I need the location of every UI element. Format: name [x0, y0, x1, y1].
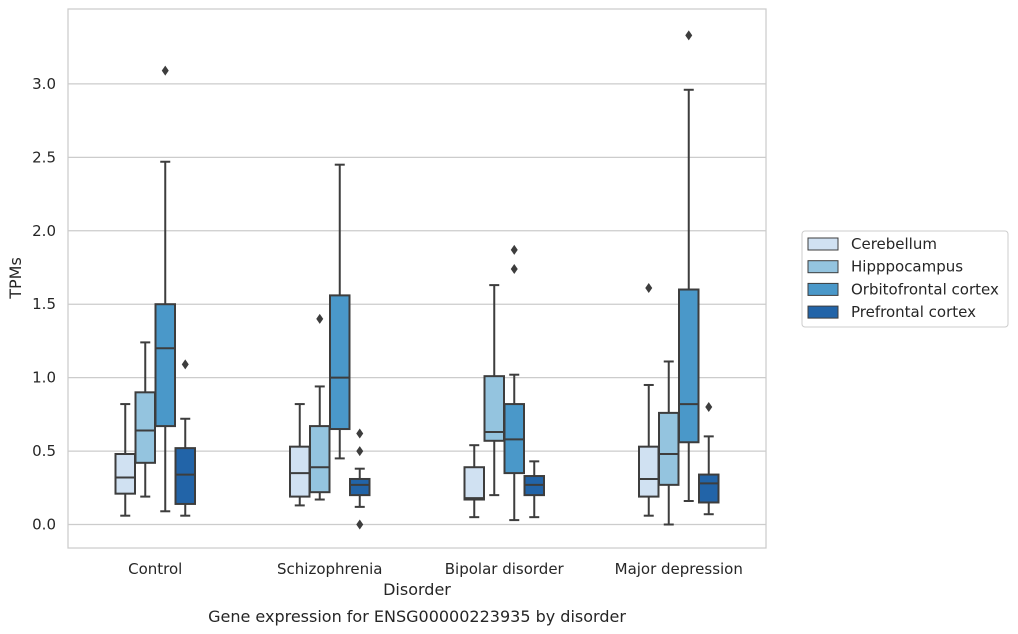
legend-swatch — [807, 282, 839, 296]
outlier-point — [510, 244, 518, 255]
x-tick-label: Control — [128, 560, 182, 578]
box-body — [174, 447, 196, 505]
box-body — [463, 466, 485, 501]
legend-swatch — [807, 237, 839, 251]
x-tick-label: Major depression — [615, 560, 743, 578]
outlier-point — [161, 65, 169, 76]
outlier-point — [181, 359, 189, 370]
box-0-1 — [289, 403, 311, 507]
box-3-0 — [174, 359, 196, 517]
legend-swatch — [807, 260, 839, 274]
outlier-point — [316, 313, 324, 324]
outlier-point — [510, 263, 518, 274]
box-3-1 — [349, 428, 371, 530]
outlier-point — [356, 446, 364, 457]
y-tick-label: 0.0 — [32, 516, 56, 534]
legend-label: Orbitofrontal cortex — [851, 280, 999, 298]
box-body — [658, 411, 680, 486]
box-body — [349, 477, 371, 497]
box-2-1 — [329, 163, 351, 460]
legend-label: Cerebellum — [851, 235, 937, 253]
box-0-0 — [114, 403, 136, 517]
outlier-point — [705, 402, 713, 413]
chart-caption: Gene expression for ENSG00000223935 by d… — [208, 607, 626, 626]
legend-label: Hipppocampus — [851, 258, 963, 276]
box-0-3 — [638, 283, 660, 517]
box-body — [154, 303, 176, 428]
box-body — [698, 473, 720, 504]
outlier-point — [685, 30, 693, 41]
outlier-point — [356, 519, 364, 530]
x-tick-label: Schizophrenia — [277, 560, 382, 578]
box-2-2 — [503, 244, 525, 522]
box-body — [329, 294, 351, 431]
y-tick-label: 2.0 — [32, 222, 56, 240]
box-1-0 — [134, 341, 156, 498]
outlier-point — [356, 428, 364, 439]
legend-swatch — [807, 305, 839, 319]
y-axis-label: TPMs — [6, 257, 25, 300]
legend: Cerebellum Hipppocampus Orbitofrontal cort… — [801, 230, 1009, 328]
y-tick-labels: 0.0 0.5 1.0 1.5 2.0 2.5 3.0 — [32, 75, 56, 534]
box-1-1 — [309, 313, 331, 501]
y-tick-label: 3.0 — [32, 75, 56, 93]
outlier-point — [645, 283, 653, 294]
y-tick-label: 2.5 — [32, 148, 56, 166]
box-body — [638, 445, 660, 498]
box-2-3 — [678, 30, 700, 503]
box-1-3 — [658, 360, 680, 526]
box-body — [114, 453, 136, 495]
x-tick-labels: Control Schizophrenia Bipolar disorder Majo… — [128, 560, 743, 578]
legend-frame — [801, 230, 1009, 328]
box-3-3 — [698, 402, 720, 516]
box-body — [678, 288, 700, 444]
plot-frame — [67, 8, 767, 549]
box-body — [309, 425, 331, 494]
x-axis-label: Disorder — [383, 580, 451, 599]
legend-label: Prefrontal cortex — [851, 303, 976, 321]
y-tick-label: 1.5 — [32, 295, 56, 313]
y-tick-label: 1.0 — [32, 369, 56, 387]
boxes — [114, 30, 720, 530]
box-body — [289, 445, 311, 498]
y-tick-label: 0.5 — [32, 442, 56, 460]
box-3-2 — [523, 460, 545, 519]
box-2-0 — [154, 65, 176, 513]
box-1-2 — [483, 284, 505, 497]
box-body — [134, 391, 156, 464]
x-tick-label: Bipolar disorder — [445, 560, 565, 578]
box-0-2 — [463, 444, 485, 519]
